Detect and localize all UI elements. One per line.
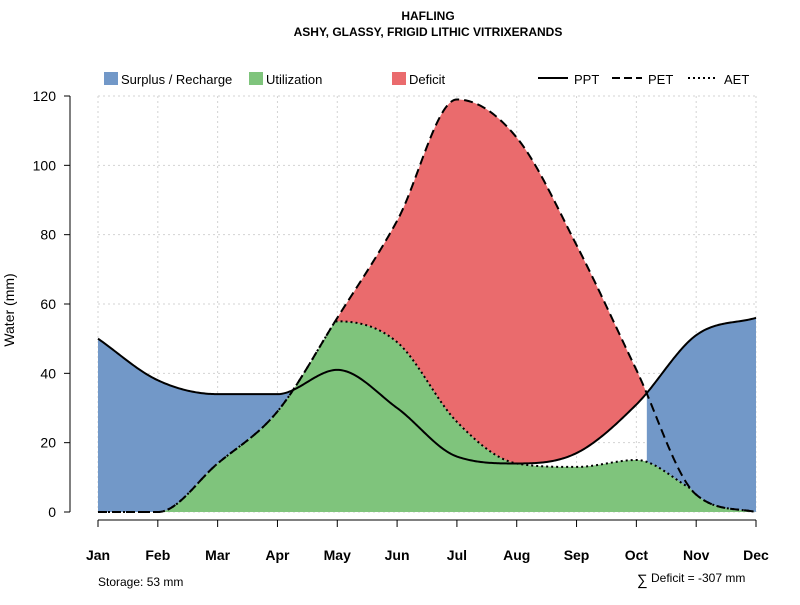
surplus-recharge-area [98, 317, 756, 512]
legend-label-ppt: PPT [574, 72, 599, 87]
legend-label-pet: PET [648, 72, 673, 87]
x-tick-label-jul: Jul [447, 547, 467, 563]
pet-line [98, 98, 757, 513]
y-tick-label: 40 [40, 365, 56, 381]
y-tick-label: 120 [33, 88, 57, 104]
x-tick-label-oct: Oct [625, 547, 649, 563]
y-tick-label: 20 [40, 435, 56, 451]
deficit-area [335, 99, 646, 464]
x-tick-label-mar: Mar [205, 547, 230, 563]
y-tick-label: 0 [48, 504, 56, 520]
y-tick-label: 80 [40, 227, 56, 243]
x-tick-label-may: May [324, 547, 351, 563]
deficit-sum-symbol: ∑ [637, 572, 648, 589]
x-tick-label-feb: Feb [145, 547, 170, 563]
legend: Surplus / Recharge Utilization Deficit PPT P… [104, 72, 749, 87]
aet-line [98, 320, 757, 513]
chart-subtitle: ASHY, GLASSY, FRIGID LITHIC VITRIXERANDS [294, 25, 563, 39]
x-tick-label-apr: Apr [265, 547, 290, 563]
legend-label-fill-1: Surplus / Recharge [121, 72, 232, 87]
storage-note: Storage: 53 mm [98, 575, 183, 589]
y-tick-label: 60 [40, 296, 56, 312]
x-tick-label-aug: Aug [503, 547, 530, 563]
deficit-note: Deficit = -307 mm [651, 571, 745, 585]
legend-swatch-1 [104, 72, 118, 85]
legend-label-fill-2: Utilization [266, 72, 322, 87]
legend-swatch-2 [249, 72, 263, 85]
y-axis-label: Water (mm) [1, 273, 17, 346]
x-tick-label-jan: Jan [86, 547, 110, 563]
legend-label-aet: AET [724, 72, 749, 87]
x-tick-label-nov: Nov [683, 547, 710, 563]
x-tick-label-sep: Sep [564, 547, 590, 563]
chart-title: HAFLING [401, 9, 454, 23]
y-tick-label: 100 [33, 157, 57, 173]
utilization-area [98, 321, 756, 512]
legend-label-fill-3: Deficit [409, 72, 446, 87]
legend-swatch-3 [392, 72, 406, 85]
x-tick-label-dec: Dec [743, 547, 769, 563]
x-tick-label-jun: Jun [385, 547, 410, 563]
